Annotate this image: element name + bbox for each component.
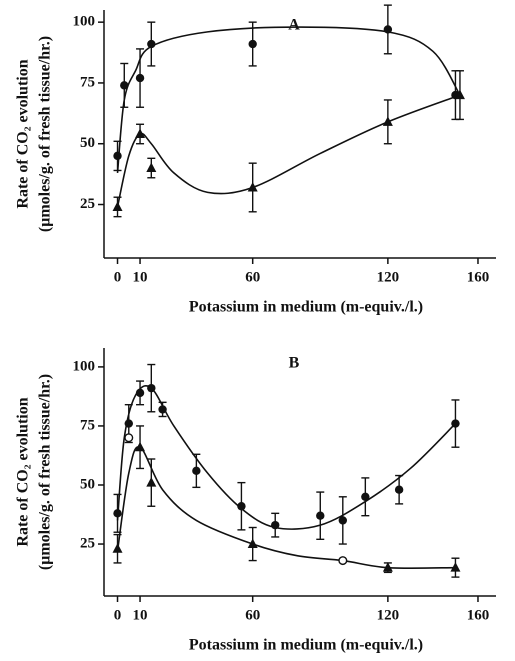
x-axis-label: Potassium in medium (m-equiv./l.) [189, 637, 423, 654]
y-tick-label: 50 [80, 476, 95, 492]
circle-marker [338, 516, 348, 525]
circle-marker [113, 151, 122, 161]
x-tick-label: 0 [114, 607, 122, 623]
x-tick-label: 60 [245, 269, 260, 285]
panel-label: A [288, 17, 300, 34]
fit-curve [116, 385, 457, 530]
panel-label: B [289, 355, 300, 372]
fit-curve [116, 94, 461, 208]
fit-curve [116, 446, 456, 569]
y-axis-label: (μmoles/g. of fresh tissue/hr.) [37, 374, 54, 570]
circle-marker [394, 485, 404, 494]
triangle-marker [146, 162, 157, 173]
y-tick-label: 75 [80, 74, 95, 90]
triangle-marker [247, 538, 258, 549]
circle-marker [158, 405, 167, 414]
triangle-marker [454, 89, 465, 100]
x-tick-label: 160 [467, 269, 490, 285]
circle-marker [316, 511, 325, 520]
circle-marker [124, 419, 133, 428]
circle-marker [192, 466, 201, 476]
circle-marker [361, 492, 370, 501]
x-tick-label: 10 [133, 607, 148, 623]
triangle-marker [382, 562, 393, 572]
y-tick-label: 25 [80, 196, 95, 212]
circle-marker [113, 509, 122, 518]
y-tick-label: 75 [80, 417, 95, 433]
circle-marker [237, 502, 246, 511]
triangle-marker [450, 562, 461, 572]
y-axis-label: Rate of CO₂ evolution [15, 397, 32, 546]
triangle-marker [112, 543, 123, 553]
open-circle-marker [124, 433, 134, 443]
circle-marker [135, 73, 145, 83]
x-tick-label: 120 [377, 269, 400, 285]
fit-curve [116, 26, 461, 173]
circle-marker [271, 520, 280, 530]
circle-marker [383, 25, 393, 34]
circle-marker [147, 383, 156, 393]
triangle-marker [247, 181, 258, 192]
y-tick-label: 50 [80, 135, 95, 151]
circle-marker [248, 39, 257, 49]
triangle-marker [112, 201, 123, 211]
x-tick-label: 160 [467, 607, 490, 623]
x-axis-label: Potassium in medium (m-equiv./l.) [189, 299, 423, 316]
y-axis-label: (μmoles/g. of fresh tissue/hr.) [37, 36, 54, 232]
open-circle-marker [338, 556, 348, 566]
circle-marker [451, 419, 460, 428]
x-tick-label: 0 [114, 269, 122, 285]
circle-marker [135, 388, 145, 398]
y-tick-label: 100 [73, 358, 96, 374]
x-tick-label: 120 [377, 607, 400, 623]
triangle-marker [135, 441, 146, 452]
y-axis-label: Rate of CO₂ evolution [15, 59, 32, 208]
circle-marker [147, 39, 156, 49]
triangle-marker [135, 128, 146, 138]
triangle-marker [382, 116, 393, 126]
circle-marker [120, 81, 129, 90]
y-tick-label: 25 [80, 535, 95, 551]
triangle-marker [146, 477, 157, 487]
x-tick-label: 10 [133, 269, 148, 285]
y-tick-label: 100 [73, 14, 96, 30]
x-tick-label: 60 [245, 607, 260, 623]
